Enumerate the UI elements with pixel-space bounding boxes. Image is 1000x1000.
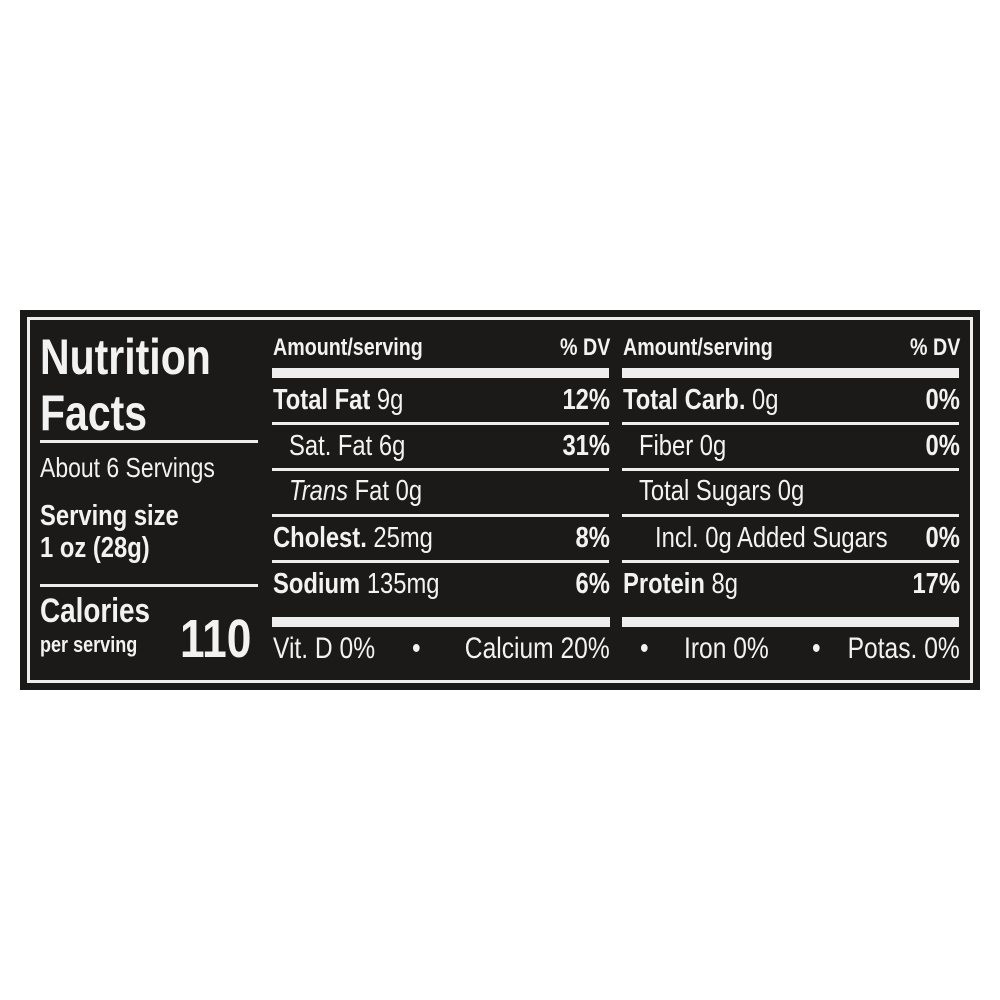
iron: Iron 0%: [684, 632, 769, 665]
nutrient-amount: 25mg: [373, 522, 433, 554]
nutrient-amount: 135mg: [366, 568, 440, 600]
calories-per-serving: per serving: [40, 632, 138, 657]
thick-divider: [622, 368, 959, 378]
nutrient-name: Incl. 0g Added Sugars: [655, 522, 888, 554]
calcium: Calcium 20%: [465, 632, 610, 665]
vitamin-d: Vit. D 0%: [273, 632, 376, 665]
thick-divider: [622, 617, 959, 627]
nutrient-row: Incl. 0g Added Sugars: [655, 522, 888, 555]
nutrient-amount: 8g: [711, 568, 738, 600]
nutrient-dv: 0%: [925, 384, 960, 416]
nutrient-dv: 6%: [575, 568, 610, 600]
calories-label: Calories: [40, 592, 151, 630]
label-border: [27, 317, 973, 683]
thin-divider: [622, 560, 959, 563]
calories-value: 110: [180, 609, 252, 669]
nutrient-dv: 0%: [925, 430, 960, 462]
nutrient-name: Protein: [623, 568, 705, 600]
nutrient-row: Total Fat 9g: [273, 384, 403, 417]
nutrient-name: Cholest.: [273, 522, 367, 554]
divider: [40, 440, 258, 443]
nutrient-amount: 9g: [376, 384, 404, 416]
thin-divider: [622, 422, 959, 425]
nutrient-dv: 17%: [912, 568, 960, 600]
divider: [40, 584, 258, 587]
nutrient-amount: 0g: [699, 430, 727, 462]
nutrient-name-suffix: Fat: [354, 475, 390, 507]
thin-divider: [272, 468, 609, 471]
thin-divider: [622, 514, 959, 517]
nutrient-name: Sat. Fat: [289, 430, 373, 462]
nutrient-name: Total Sugars: [639, 475, 772, 507]
nutrient-row: Cholest. 25mg: [273, 522, 433, 555]
header-amount: Amount/serving: [623, 334, 773, 361]
nutrient-dv: 8%: [575, 522, 610, 554]
nutrient-row: Trans Fat 0g: [289, 475, 422, 508]
nutrition-facts-label: Nutrition Facts About 6 Servings Serving…: [20, 310, 980, 690]
thin-divider: [272, 560, 609, 563]
nutrient-row: Fiber 0g: [639, 430, 726, 463]
potassium: Potas. 0%: [847, 632, 960, 665]
nutrient-amount: 0g: [395, 475, 423, 507]
thick-divider: [272, 368, 609, 378]
nutrient-name: Sodium: [273, 568, 361, 600]
nutrient-name: Total Fat: [273, 384, 371, 416]
nutrient-dv: 0%: [925, 522, 960, 554]
nutrient-amount: 6g: [378, 430, 406, 462]
nutrient-row: Total Sugars 0g: [639, 475, 804, 508]
servings-per-container: About 6 Servings: [40, 452, 215, 483]
serving-size-value: 1 oz (28g): [40, 532, 150, 564]
nutrient-name: Fiber: [639, 430, 694, 462]
nutrient-row: Sodium 135mg: [273, 568, 440, 601]
nutrient-row: Sat. Fat 6g: [289, 430, 405, 463]
nutrient-dv: 31%: [562, 430, 610, 462]
nutrient-row: Total Carb. 0g: [623, 384, 779, 417]
title-line1: Nutrition: [40, 329, 211, 385]
thin-divider: [622, 468, 959, 471]
nutrient-amount: 0g: [752, 384, 779, 416]
header-amount: Amount/serving: [273, 334, 423, 361]
nutrient-name: Total Carb.: [623, 384, 746, 416]
nutrient-dv: 12%: [562, 384, 610, 416]
serving-size-label: Serving size: [40, 500, 179, 532]
header-dv: % DV: [909, 334, 960, 361]
bullet: •: [812, 632, 821, 665]
nutrient-amount: 0g: [777, 475, 805, 507]
nutrient-name: Trans: [289, 475, 349, 507]
bullet: •: [640, 632, 649, 665]
nutrient-row: Protein 8g: [623, 568, 738, 601]
bullet: •: [412, 632, 421, 665]
thin-divider: [272, 514, 609, 517]
thin-divider: [272, 422, 609, 425]
header-dv: % DV: [559, 334, 610, 361]
title-line2: Facts: [40, 385, 148, 441]
thick-divider: [272, 617, 610, 627]
